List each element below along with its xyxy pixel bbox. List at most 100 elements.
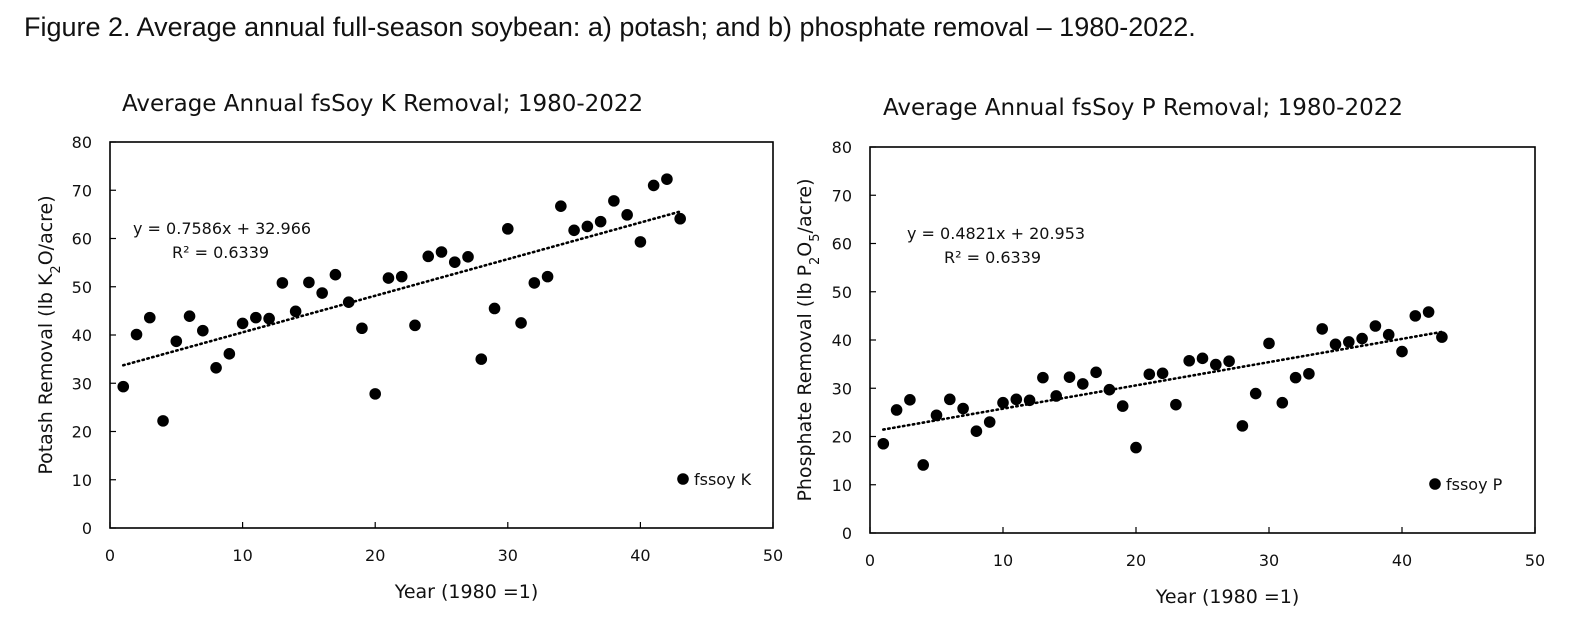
data-point <box>435 246 448 258</box>
x-tick-label: 10 <box>232 546 252 565</box>
data-point <box>117 380 130 393</box>
x-tick-label: 30 <box>1259 551 1279 570</box>
x-tick-label: 50 <box>1525 551 1545 570</box>
data-point <box>647 179 660 192</box>
x-tick-label: 0 <box>865 551 875 570</box>
data-point <box>944 393 956 406</box>
data-point <box>1196 352 1209 365</box>
phosphate-removal-chart: Average Annual fsSoy P Removal; 1980-202… <box>794 95 1545 608</box>
data-point <box>1156 367 1169 380</box>
data-point <box>877 437 890 450</box>
y-tick-label: 0 <box>842 524 852 543</box>
data-point <box>568 224 580 237</box>
data-point <box>289 305 302 318</box>
data-point <box>997 396 1009 409</box>
data-point <box>1010 393 1023 406</box>
data-point <box>1183 354 1195 367</box>
data-point <box>130 328 143 341</box>
data-point <box>1289 371 1302 384</box>
data-point <box>917 459 929 471</box>
data-point <box>488 302 501 315</box>
y-tick-label: 80 <box>832 138 852 157</box>
data-point <box>223 348 236 360</box>
data-point <box>608 195 620 207</box>
data-point <box>1210 358 1222 371</box>
y-tick-label: 20 <box>72 423 92 442</box>
data-point <box>1143 368 1156 381</box>
data-point <box>1170 398 1182 411</box>
trendline-equation: y = 0.7586x + 32.966 <box>133 219 311 238</box>
data-point <box>515 317 527 329</box>
x-tick-label: 30 <box>498 546 518 565</box>
data-point <box>1077 378 1089 390</box>
y-tick-label: 80 <box>72 133 92 152</box>
data-point <box>1303 367 1315 380</box>
y-tick-label: 50 <box>72 278 92 297</box>
data-point <box>276 277 289 289</box>
data-point <box>1130 441 1142 454</box>
data-point <box>1249 387 1262 400</box>
trendline <box>882 330 1444 431</box>
trendline-equation: y = 0.4821x + 20.953 <box>907 224 1085 243</box>
data-point <box>236 317 249 330</box>
chart-title: Average Annual fsSoy P Removal; 1980-202… <box>883 95 1403 121</box>
data-point <box>462 251 474 263</box>
data-point <box>541 270 554 283</box>
data-point <box>382 272 395 284</box>
y-tick-label: 60 <box>72 230 92 249</box>
data-point <box>1023 394 1036 407</box>
y-tick-label: 30 <box>832 379 852 398</box>
y-tick-label: 30 <box>72 374 92 393</box>
data-point <box>448 256 461 268</box>
data-point <box>957 402 969 415</box>
data-point <box>1436 331 1448 343</box>
data-point <box>316 287 328 299</box>
trendline <box>121 210 682 367</box>
x-axis-label: Year (1980 =1) <box>394 581 539 603</box>
y-tick-label: 70 <box>72 181 92 200</box>
legend-marker <box>677 473 689 485</box>
data-point <box>1369 320 1382 332</box>
data-point <box>1276 396 1289 409</box>
data-point <box>1396 345 1408 358</box>
figure-caption: Figure 2. Average annual full-season soy… <box>24 12 1196 42</box>
plot-area <box>869 146 1536 534</box>
y-tick-label: 60 <box>832 235 852 254</box>
data-point <box>1343 336 1355 348</box>
data-point <box>475 353 488 365</box>
data-point <box>1037 371 1049 384</box>
data-point <box>1422 306 1435 318</box>
data-point <box>634 236 647 248</box>
data-point <box>250 311 262 324</box>
data-point <box>890 404 903 416</box>
data-point <box>930 409 943 422</box>
y-tick-label: 70 <box>832 186 852 205</box>
data-point <box>422 250 435 263</box>
data-point <box>210 362 222 374</box>
data-point <box>143 311 156 324</box>
x-axis-label: Year (1980 =1) <box>1155 586 1300 608</box>
potash-removal-chart: Average Annual fsSoy K Removal; 1980-202… <box>35 91 783 603</box>
data-point <box>1116 400 1129 412</box>
data-point <box>674 212 686 225</box>
data-point <box>183 310 196 322</box>
x-tick-label: 20 <box>365 546 385 565</box>
x-tick-label: 10 <box>993 551 1013 570</box>
chart-title: Average Annual fsSoy K Removal; 1980-202… <box>122 91 643 117</box>
legend-label: fssoy P <box>1446 475 1503 494</box>
data-point <box>528 277 541 289</box>
y-tick-label: 40 <box>832 331 852 350</box>
data-point <box>1382 328 1395 341</box>
data-point <box>1316 323 1328 335</box>
data-point <box>1223 355 1235 368</box>
y-tick-label: 0 <box>82 519 92 538</box>
data-point <box>621 209 633 221</box>
x-tick-label: 0 <box>105 546 115 565</box>
legend-marker <box>1429 478 1441 490</box>
y-axis-label: Phosphate Removal (lb P2O5/acre) <box>794 178 823 501</box>
data-point <box>1050 390 1062 402</box>
r-squared-label: R² = 0.6339 <box>172 243 269 262</box>
x-tick-label: 40 <box>1392 551 1412 570</box>
y-tick-label: 40 <box>72 326 92 345</box>
data-point <box>395 270 408 283</box>
